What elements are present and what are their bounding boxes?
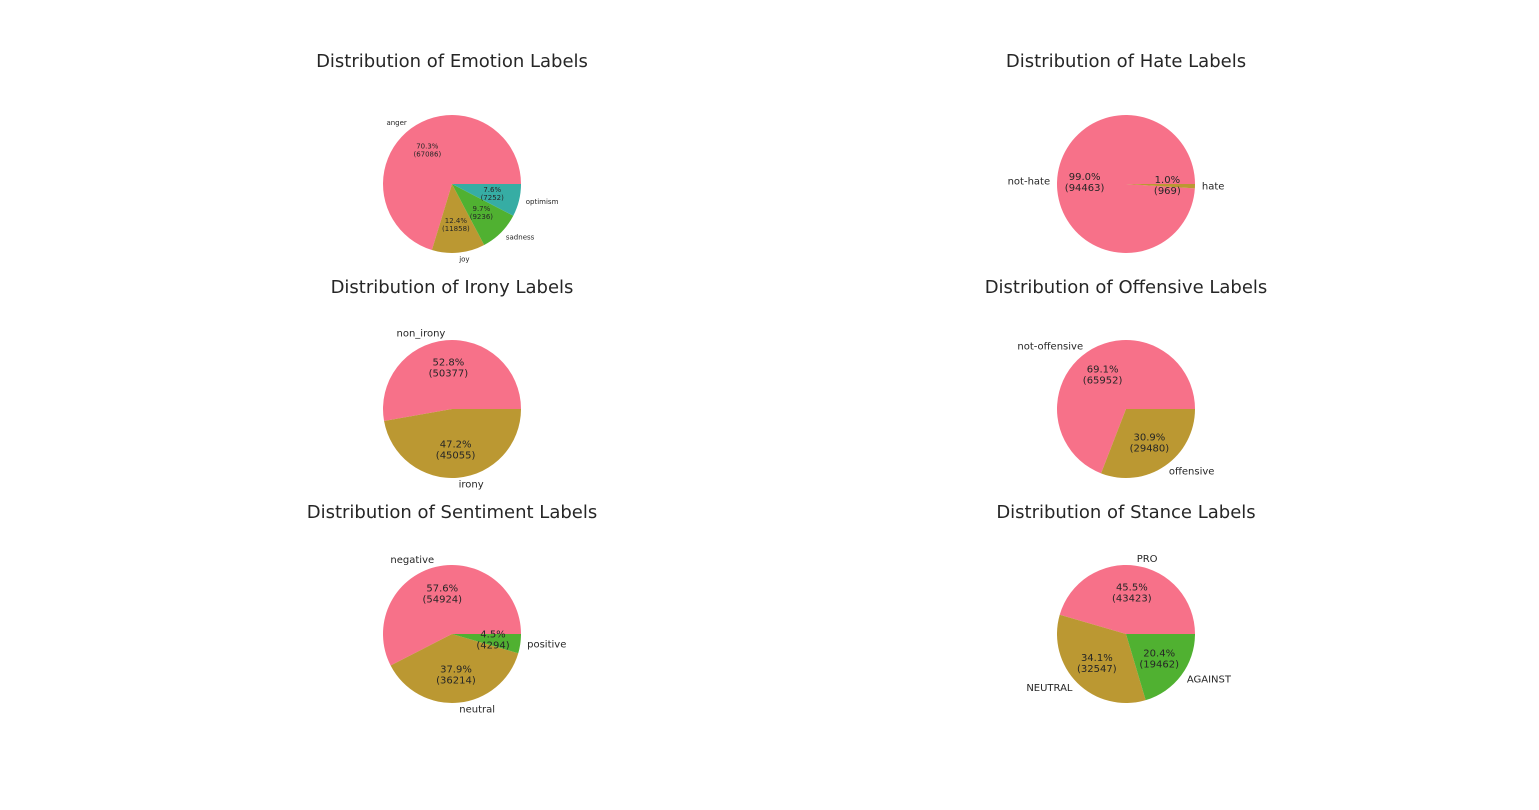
slice-percent-joy: 12.4% bbox=[445, 217, 468, 225]
slice-label-against: AGAINST bbox=[1187, 674, 1232, 685]
slice-count-negative: (54924) bbox=[422, 594, 462, 605]
slice-percent-hate: 1.0% bbox=[1155, 175, 1180, 186]
slice-label-offensive: offensive bbox=[1169, 467, 1215, 478]
slice-percent-against: 20.4% bbox=[1143, 648, 1175, 659]
slice-label-non-irony: non_irony bbox=[397, 328, 446, 339]
slice-percent-pro: 45.5% bbox=[1116, 583, 1148, 594]
pie-slice-negative bbox=[383, 564, 521, 666]
slice-percent-negative: 57.6% bbox=[426, 583, 458, 594]
pie-panel-4: Distribution of Sentiment Labels negative… bbox=[307, 502, 598, 716]
pie-panel-0: Distribution of Emotion Labels anger 70.3%… bbox=[316, 51, 588, 264]
chart-title: Distribution of Offensive Labels bbox=[985, 277, 1268, 298]
slice-count-not-hate: (94463) bbox=[1065, 183, 1105, 194]
pie-slice-irony bbox=[384, 409, 521, 478]
slice-label-optimism: optimism bbox=[526, 198, 559, 206]
slice-percent-neutral: 37.9% bbox=[440, 665, 472, 676]
slice-percent-positive: 4.5% bbox=[480, 629, 505, 640]
slice-percent-non-irony: 52.8% bbox=[432, 357, 464, 368]
slice-count-hate: (969) bbox=[1154, 186, 1181, 197]
slice-percent-sadness: 9.7% bbox=[472, 205, 490, 213]
pie-slice-optimism bbox=[452, 184, 521, 216]
slice-count-not-offensive: (65952) bbox=[1083, 375, 1123, 386]
slice-count-pro: (43423) bbox=[1112, 594, 1152, 605]
slice-percent-not-hate: 99.0% bbox=[1069, 172, 1101, 183]
slice-count-non-irony: (50377) bbox=[429, 368, 469, 379]
pie-slice-sadness bbox=[452, 184, 514, 246]
pie-slice-pro bbox=[1059, 565, 1195, 634]
slice-count-offensive: (29480) bbox=[1130, 444, 1170, 455]
slice-percent-irony: 47.2% bbox=[440, 440, 472, 451]
slice-percent-not-offensive: 69.1% bbox=[1087, 364, 1119, 375]
slice-label-irony: irony bbox=[459, 480, 484, 491]
pie-panel-3: Distribution of Offensive Labels not-offe… bbox=[985, 277, 1268, 479]
slice-count-sadness: (9236) bbox=[470, 213, 494, 221]
chart-title: Distribution of Hate Labels bbox=[1006, 51, 1246, 72]
slice-count-joy: (11858) bbox=[442, 225, 470, 233]
pie-slice-hate bbox=[1126, 184, 1196, 189]
slice-label-not-offensive: not-offensive bbox=[1017, 341, 1083, 352]
slice-label-sadness: sadness bbox=[506, 233, 535, 241]
slice-label-negative: negative bbox=[390, 555, 434, 566]
slice-label-joy: joy bbox=[458, 256, 469, 264]
slice-label-neutral: NEUTRAL bbox=[1026, 683, 1073, 694]
chart-title: Distribution of Emotion Labels bbox=[316, 51, 588, 72]
pie-slice-not-hate bbox=[1057, 115, 1195, 254]
slice-label-hate: hate bbox=[1202, 181, 1225, 192]
slice-percent-anger: 70.3% bbox=[416, 143, 439, 151]
pie-slice-not-offensive bbox=[1057, 340, 1195, 474]
pie-slice-positive bbox=[452, 634, 521, 654]
slice-label-neutral: neutral bbox=[459, 705, 495, 716]
pie-slice-non-irony bbox=[383, 339, 521, 422]
pie-slice-neutral bbox=[1057, 614, 1146, 703]
slice-count-positive: (4294) bbox=[476, 640, 509, 651]
slice-label-positive: positive bbox=[527, 640, 566, 651]
slice-count-irony: (45055) bbox=[436, 451, 476, 462]
chart-title: Distribution of Stance Labels bbox=[996, 502, 1255, 523]
slice-label-anger: anger bbox=[386, 119, 406, 127]
pie-slice-neutral bbox=[390, 634, 519, 703]
chart-title: Distribution of Irony Labels bbox=[331, 277, 574, 298]
pie-panel-1: Distribution of Hate Labels not-hate 99.0%… bbox=[1006, 51, 1246, 254]
slice-percent-optimism: 7.6% bbox=[483, 186, 501, 194]
pie-slice-offensive bbox=[1101, 409, 1195, 479]
slice-count-optimism: (7252) bbox=[481, 194, 505, 202]
pie-slice-against bbox=[1126, 634, 1195, 701]
pie-panel-2: Distribution of Irony Labels non_irony 52.… bbox=[331, 277, 574, 491]
pie-slice-anger bbox=[383, 114, 521, 251]
chart-title: Distribution of Sentiment Labels bbox=[307, 502, 598, 523]
slice-label-not-hate: not-hate bbox=[1008, 177, 1051, 188]
slice-count-against: (19462) bbox=[1139, 659, 1179, 670]
slice-percent-offensive: 30.9% bbox=[1133, 433, 1165, 444]
pie-panel-5: Distribution of Stance Labels PRO 45.5%(43… bbox=[996, 502, 1256, 703]
slice-count-anger: (67086) bbox=[413, 151, 441, 159]
slice-count-neutral: (32547) bbox=[1077, 664, 1117, 675]
slice-percent-neutral: 34.1% bbox=[1081, 653, 1113, 664]
slice-count-neutral: (36214) bbox=[436, 676, 476, 687]
pie-slice-joy bbox=[431, 184, 485, 253]
slice-label-pro: PRO bbox=[1137, 554, 1158, 565]
